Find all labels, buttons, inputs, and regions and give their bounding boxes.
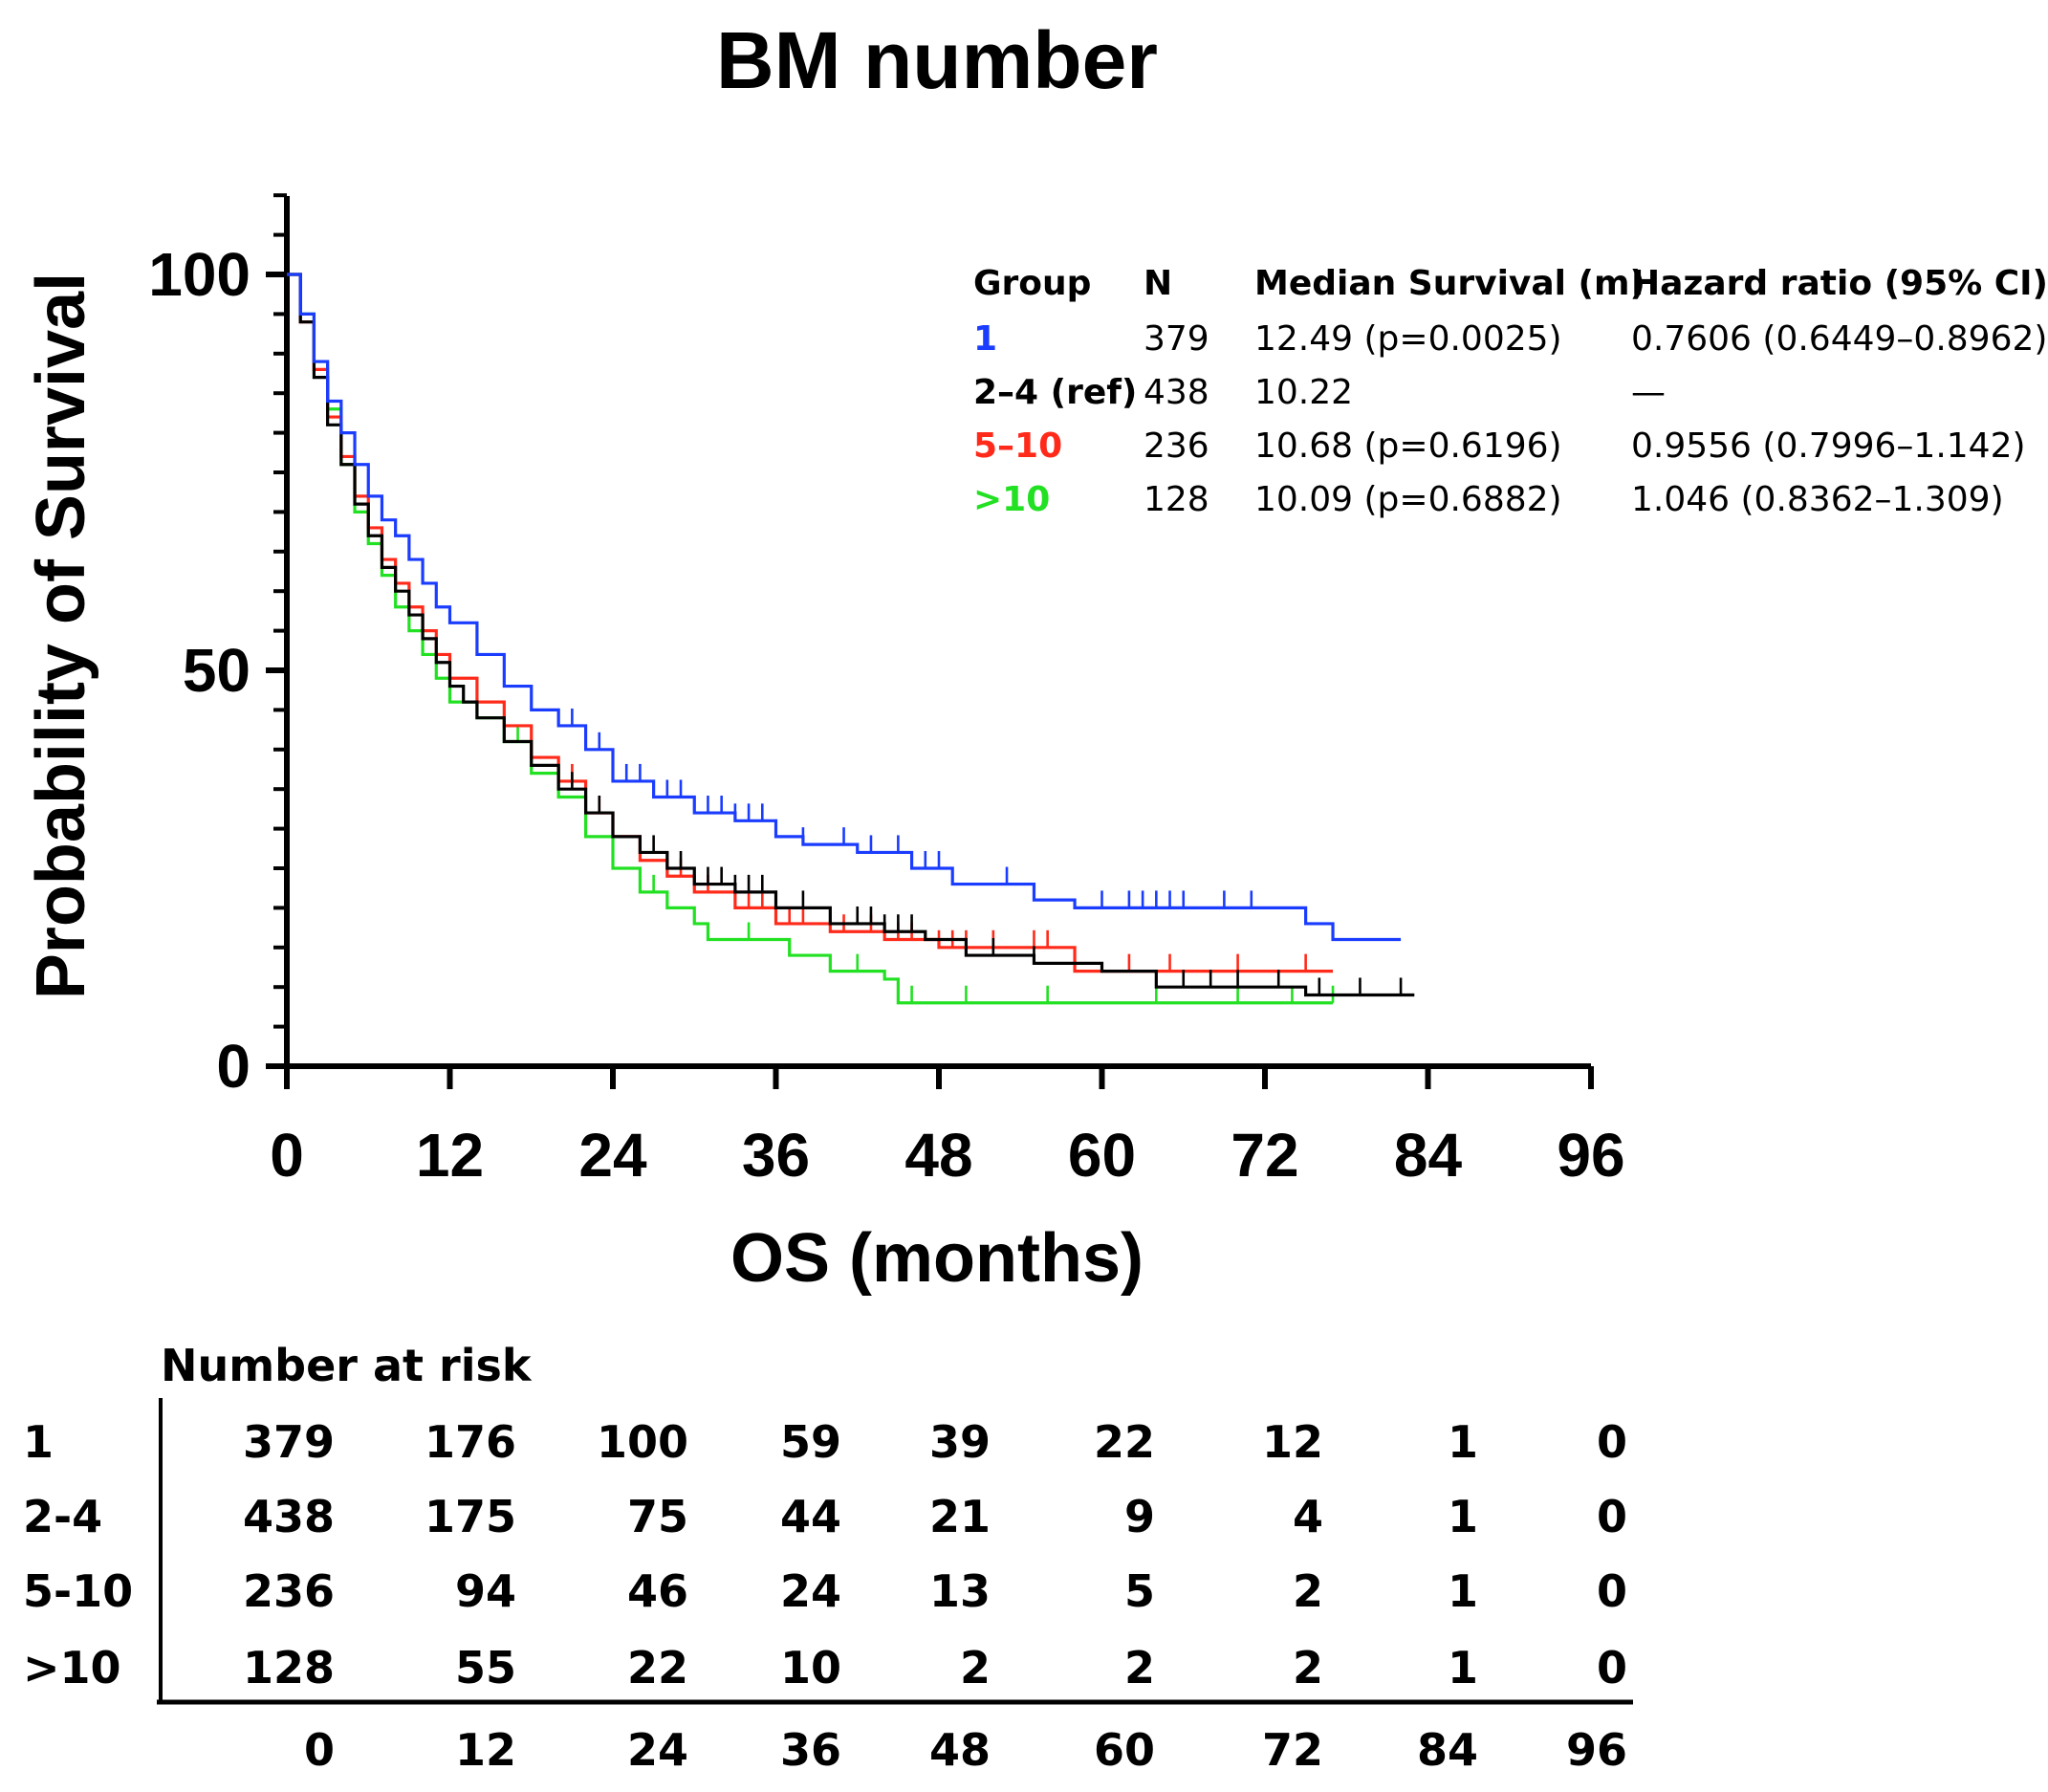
survival-curve-2-4 — [287, 273, 1415, 997]
legend-header: N — [1144, 264, 1172, 303]
risk-value: 438 — [243, 1491, 335, 1542]
legend-n: 438 — [1144, 373, 1209, 412]
risk-value: 44 — [780, 1491, 841, 1542]
risk-value: 100 — [597, 1416, 688, 1468]
legend-header: Group — [973, 264, 1091, 303]
legend-hr: 1.046 (0.8362–1.309) — [1631, 480, 2004, 519]
curve-group-2-4 — [287, 273, 1415, 997]
risk-value: 0 — [1597, 1565, 1627, 1617]
y-tick-label: 0 — [216, 1032, 251, 1101]
risk-value: 0 — [1597, 1642, 1627, 1694]
legend-group: 5–10 — [973, 426, 1062, 466]
legend-hr: 0.9556 (0.7996–1.142) — [1631, 426, 2026, 466]
risk-value: 1 — [1448, 1416, 1478, 1468]
risk-title: Number at risk — [161, 1340, 533, 1391]
risk-value: 94 — [455, 1565, 516, 1617]
risk-value: 22 — [1094, 1416, 1155, 1468]
plot-axes: 0 50 100 0 12 24 36 48 60 72 84 96 — [148, 193, 1625, 1190]
risk-row-label: 2-4 — [23, 1491, 102, 1542]
risk-value: 4 — [1293, 1491, 1323, 1542]
risk-time-label: 60 — [1094, 1724, 1155, 1776]
risk-value: 2 — [960, 1642, 991, 1694]
legend-group: >10 — [973, 480, 1050, 519]
risk-value: 39 — [929, 1416, 991, 1468]
risk-value: 2 — [1124, 1642, 1155, 1694]
risk-row-label: 1 — [23, 1416, 54, 1468]
survival-curves — [287, 273, 1415, 1005]
legend-n: 236 — [1144, 426, 1209, 466]
risk-value: 236 — [243, 1565, 335, 1617]
risk-value: 128 — [243, 1642, 335, 1694]
risk-value: 10 — [780, 1642, 841, 1694]
legend-hr: 0.7606 (0.6449–0.8962) — [1631, 319, 2047, 359]
risk-value: 0 — [1597, 1416, 1627, 1468]
risk-value: 1 — [1448, 1642, 1478, 1694]
risk-time-label: 48 — [929, 1724, 991, 1776]
risk-time-label: 84 — [1417, 1724, 1478, 1776]
risk-value: 175 — [425, 1491, 516, 1542]
x-tick-label: 72 — [1231, 1121, 1298, 1190]
risk-value: 75 — [627, 1491, 688, 1542]
y-tick-label: 100 — [148, 240, 251, 309]
legend-n: 379 — [1144, 319, 1209, 359]
y-axis-label: Probability of Survival — [23, 273, 99, 999]
risk-value: 2 — [1293, 1565, 1323, 1617]
x-tick-label: 0 — [270, 1121, 304, 1190]
risk-value: 0 — [1597, 1491, 1627, 1542]
legend-group: 2–4 (ref) — [973, 373, 1137, 412]
x-tick-label: 24 — [578, 1121, 647, 1190]
risk-value: 2 — [1293, 1642, 1323, 1694]
risk-value: 176 — [425, 1416, 516, 1468]
risk-value: 55 — [455, 1642, 516, 1694]
risk-time-label: 96 — [1566, 1724, 1627, 1776]
legend-median: 12.49 (p=0.0025) — [1254, 319, 1562, 359]
risk-time-label: 36 — [780, 1724, 841, 1776]
legend-header: Hazard ratio (95% CI) — [1631, 264, 2048, 303]
legend-group: 1 — [973, 319, 997, 359]
y-tick-label: 50 — [183, 636, 251, 705]
legend-hr: — — [1631, 373, 1666, 412]
risk-value: 5 — [1124, 1565, 1155, 1617]
chart-title: BM number — [716, 15, 1158, 105]
risk-time-label: 0 — [304, 1724, 335, 1776]
legend-n: 128 — [1144, 480, 1209, 519]
x-tick-label: 60 — [1068, 1121, 1136, 1190]
x-tick-label: 36 — [742, 1121, 810, 1190]
x-tick-label: 96 — [1557, 1121, 1624, 1190]
curve-group-1 — [287, 273, 1402, 942]
x-tick-label: 48 — [904, 1121, 972, 1190]
risk-row-label: 5-10 — [23, 1565, 133, 1617]
legend-median: 10.22 — [1254, 373, 1353, 412]
risk-value: 46 — [627, 1565, 688, 1617]
legend-header: Median Survival (m) — [1254, 264, 1645, 303]
risk-value: 22 — [627, 1642, 688, 1694]
risk-time-label: 24 — [627, 1724, 688, 1776]
legend-median: 10.09 (p=0.6882) — [1254, 480, 1562, 519]
risk-time-label: 12 — [455, 1724, 516, 1776]
risk-time-label: 72 — [1262, 1724, 1323, 1776]
risk-value: 12 — [1262, 1416, 1323, 1468]
risk-value: 21 — [929, 1491, 991, 1542]
risk-value: 1 — [1448, 1491, 1478, 1542]
x-tick-label: 12 — [416, 1121, 484, 1190]
risk-value: 59 — [780, 1416, 841, 1468]
x-tick-label: 84 — [1394, 1121, 1463, 1190]
risk-value: 1 — [1448, 1565, 1478, 1617]
risk-value: 13 — [929, 1565, 991, 1617]
legend-median: 10.68 (p=0.6196) — [1254, 426, 1562, 466]
x-axis-label: OS (months) — [730, 1220, 1144, 1297]
legend-table: Group N Median Survival (m)Hazard ratio (9… — [973, 264, 2048, 519]
risk-value: 9 — [1124, 1491, 1155, 1542]
risk-value: 379 — [243, 1416, 335, 1468]
risk-row-label: >10 — [23, 1642, 121, 1694]
risk-value: 24 — [780, 1565, 841, 1617]
